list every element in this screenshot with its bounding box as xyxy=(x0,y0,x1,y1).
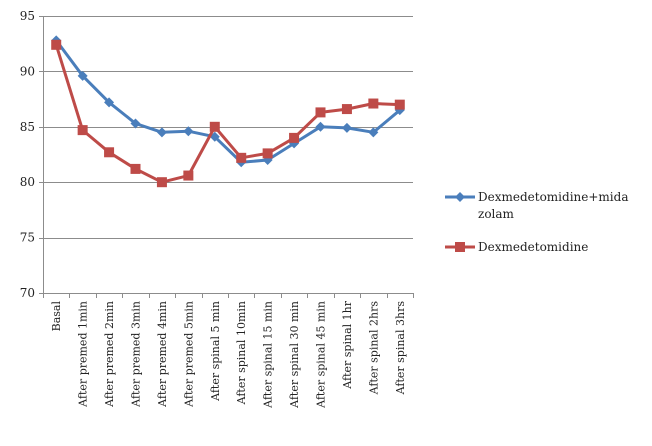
data-point-dexmedetomidine-after-spinal-2hrs xyxy=(368,98,379,109)
y-tick-label-95: 95 xyxy=(20,9,35,23)
data-point-dexmedetomidine-midazolam-after-spinal-2hrs xyxy=(368,127,379,138)
data-point-dexmedetomidine-after-premed-1min xyxy=(77,125,88,136)
data-point-dexmedetomidine-midazolam-after-premed-4min xyxy=(156,127,167,138)
x-category-label-after-premed-3min: After premed 3min xyxy=(130,301,143,408)
x-category-label-basal: Basal xyxy=(50,301,63,332)
y-tick-label-85: 85 xyxy=(20,120,35,134)
x-category-label-after-spinal-3hrs: After spinal 3hrs xyxy=(394,301,407,396)
y-tick-label-80: 80 xyxy=(20,175,35,189)
axes xyxy=(39,16,414,298)
legend-label-dexmedetomidine-midazolam-line-2: zolam xyxy=(478,207,515,221)
data-point-dexmedetomidine-midazolam-after-premed-2min xyxy=(104,97,115,108)
legend-marker-dexmedetomidine-midazolam xyxy=(455,192,465,202)
x-category-label-after-premed-4min: After premed 4min xyxy=(156,301,169,408)
data-series xyxy=(51,35,405,188)
x-category-label-after-premed-1min: After premed 1min xyxy=(77,301,90,408)
x-category-label-after-spinal-15-min: After spinal 15 min xyxy=(262,301,275,409)
x-category-label-after-premed-5min: After premed 5min xyxy=(182,301,195,408)
data-point-dexmedetomidine-after-spinal-5-min xyxy=(209,121,220,132)
data-point-dexmedetomidine-after-premed-4min xyxy=(156,177,167,188)
x-category-label-after-premed-2min: After premed 2min xyxy=(103,301,116,408)
x-category-label-after-spinal-10min: After spinal 10min xyxy=(235,301,248,405)
data-point-dexmedetomidine-after-premed-5min xyxy=(183,170,194,181)
legend-marker-dexmedetomidine xyxy=(455,242,465,252)
legend-item-dexmedetomidine-midazolam: Dexmedetomidine+mida zolam xyxy=(445,190,628,221)
legend-label-dexmedetomidine-midazolam: Dexmedetomidine+mida xyxy=(478,190,628,204)
y-tick-label-70: 70 xyxy=(20,286,35,300)
legend-label-dexmedetomidine: Dexmedetomidine xyxy=(478,240,588,254)
y-tick-label-75: 75 xyxy=(20,231,35,245)
gridlines xyxy=(43,16,413,239)
series-dexmedetomidine xyxy=(51,39,405,188)
data-point-dexmedetomidine-after-premed-2min xyxy=(104,147,115,158)
data-point-dexmedetomidine-after-premed-3min xyxy=(130,163,141,174)
x-category-label-after-spinal-45-min: After spinal 45 min xyxy=(315,301,328,409)
data-point-dexmedetomidine-after-spinal-45-min xyxy=(315,107,326,118)
legend: Dexmedetomidine+mida zolam Dexmedetomidine xyxy=(445,190,628,254)
data-point-dexmedetomidine-after-spinal-1hr xyxy=(341,104,352,115)
x-axis-category-labels: Basal After premed 1min After premed 2min A… xyxy=(50,300,407,409)
data-point-dexmedetomidine-midazolam-after-spinal-45-min xyxy=(315,121,326,132)
data-point-dexmedetomidine-after-spinal-3hrs xyxy=(394,99,405,110)
data-point-dexmedetomidine-after-spinal-15-min xyxy=(262,148,273,159)
legend-item-dexmedetomidine: Dexmedetomidine xyxy=(445,240,588,254)
data-point-dexmedetomidine-after-spinal-30-min xyxy=(289,132,300,143)
data-point-dexmedetomidine-midazolam-after-premed-1min xyxy=(77,70,88,81)
x-category-label-after-spinal-1hr: After spinal 1hr xyxy=(341,300,354,389)
data-point-dexmedetomidine-midazolam-after-premed-5min xyxy=(183,126,194,137)
x-category-label-after-spinal-30-min: After spinal 30 min xyxy=(288,301,301,409)
y-axis-tick-labels: 70 75 80 85 90 95 xyxy=(20,9,35,300)
x-category-label-after-spinal-5-min: After spinal 5 min xyxy=(209,301,222,402)
data-point-dexmedetomidine-basal xyxy=(51,39,62,50)
data-point-dexmedetomidine-midazolam-after-premed-3min xyxy=(130,118,141,129)
y-tick-label-90: 90 xyxy=(20,64,35,78)
x-category-label-after-spinal-2hrs: After spinal 2hrs xyxy=(367,301,380,396)
data-point-dexmedetomidine-after-spinal-10min xyxy=(236,152,247,163)
data-point-dexmedetomidine-midazolam-after-spinal-1hr xyxy=(341,122,352,133)
